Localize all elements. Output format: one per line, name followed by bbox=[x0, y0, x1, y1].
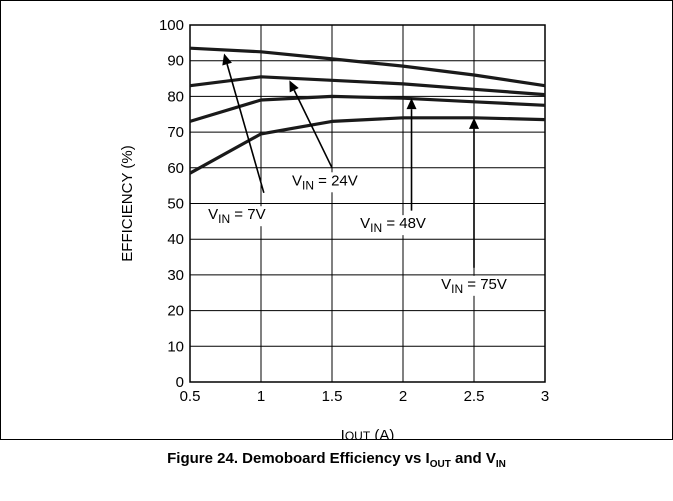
y-axis-title: EFFICIENCY (%) bbox=[119, 145, 136, 261]
x-tick-label: 1 bbox=[257, 388, 265, 405]
y-tick-label: 50 bbox=[167, 196, 184, 213]
series-label-sub: IN bbox=[218, 212, 230, 226]
y-tick-label: 40 bbox=[167, 231, 184, 248]
series-label-main: V bbox=[441, 276, 451, 293]
series-label-suffix: = 75V bbox=[463, 276, 507, 293]
series-label-bg bbox=[439, 275, 509, 296]
plot-area-border bbox=[189, 24, 546, 383]
series-label-sub: IN bbox=[302, 178, 314, 192]
annotation-arrowhead-2 bbox=[406, 98, 417, 110]
x-tick-label: 3 bbox=[541, 388, 549, 405]
series-line-0 bbox=[189, 46, 546, 88]
y-tick-label: 80 bbox=[167, 88, 184, 105]
annotation-arrowhead-0 bbox=[222, 53, 232, 66]
figure-border bbox=[0, 0, 673, 440]
annotation-arrowhead-1 bbox=[289, 80, 299, 93]
series-label-bg bbox=[206, 206, 268, 227]
x-tick-label: 2.5 bbox=[464, 388, 485, 405]
axis-labels: 0 10 20 30 40 50 60 70 80 90 100 0.5 1 1.5 2 2.5 3 EFFICI… bbox=[119, 17, 549, 440]
series-label-main: V bbox=[360, 215, 370, 232]
series-label-suffix: = 24V bbox=[314, 172, 358, 189]
y-tick-label: 60 bbox=[167, 160, 184, 177]
caption-sub-in: IN bbox=[495, 459, 506, 470]
series-line-1 bbox=[189, 75, 546, 97]
caption-text-mid: and V bbox=[450, 450, 496, 467]
series-label-1: VIN = 24V bbox=[292, 172, 358, 192]
series-label-3: VIN = 75V bbox=[441, 276, 507, 296]
y-tick-label: 10 bbox=[167, 338, 184, 355]
y-tick-label: 70 bbox=[167, 124, 184, 141]
series-line-2 bbox=[189, 94, 546, 123]
annotation-arrow-1 bbox=[293, 89, 333, 169]
x-axis-title-main: I bbox=[341, 427, 345, 440]
series-label-2: VIN = 48V bbox=[360, 215, 426, 235]
y-tick-label: 30 bbox=[167, 267, 184, 284]
series-label-main: V bbox=[208, 206, 218, 223]
y-tick-label: 20 bbox=[167, 303, 184, 320]
y-tick-label: 90 bbox=[167, 53, 184, 70]
y-tick-label: 100 bbox=[159, 17, 184, 34]
figure-caption: Figure 24. Demoboard Efficiency vs IOUT … bbox=[0, 450, 673, 470]
series-label-main: V bbox=[292, 172, 302, 189]
annotation-arrowhead-3 bbox=[469, 117, 479, 129]
series-label-bg bbox=[289, 172, 360, 193]
x-tick-label: 1.5 bbox=[322, 388, 343, 405]
series-label-sub: IN bbox=[451, 282, 463, 296]
series-label-sub: IN bbox=[370, 221, 382, 235]
series-label-bg bbox=[358, 215, 428, 236]
series-label-suffix: = 48V bbox=[382, 215, 426, 232]
series-label-0: VIN = 7V bbox=[208, 206, 265, 226]
caption-text: Figure 24. Demoboard Efficiency vs I bbox=[167, 450, 430, 467]
axes bbox=[189, 24, 546, 383]
x-tick-label: 2 bbox=[399, 388, 407, 405]
x-tick-label: 0.5 bbox=[180, 388, 201, 405]
y-tick-label: 0 bbox=[176, 374, 184, 391]
series-label-suffix: = 7V bbox=[230, 206, 265, 223]
caption-sub-out: OUT bbox=[429, 459, 451, 470]
series-lines bbox=[189, 46, 546, 175]
x-axis-title-unit: (A) bbox=[370, 427, 394, 440]
x-axis-title-sub: OUT bbox=[345, 429, 371, 440]
x-axis-title: IOUT (A) bbox=[341, 427, 395, 440]
annotation-arrow-0 bbox=[226, 63, 265, 194]
series-line-3 bbox=[189, 116, 546, 175]
